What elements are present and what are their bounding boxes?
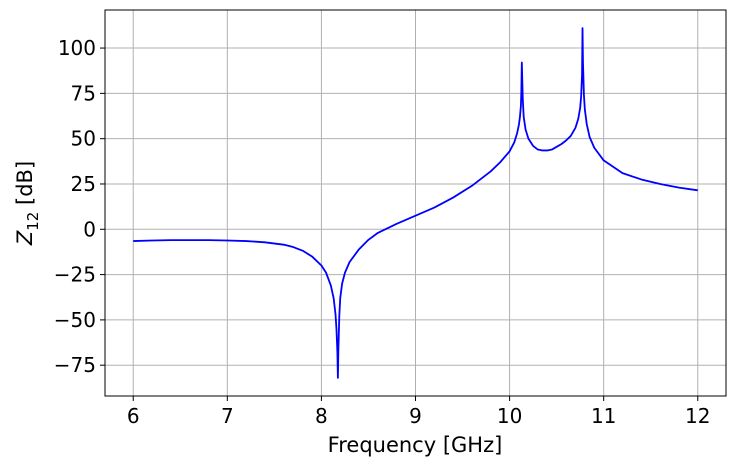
x-axis-label: Frequency [GHz] [328,433,503,457]
y-tick-label: 100 [58,36,96,60]
x-tick-label: 12 [685,404,710,428]
y-tick-label: −50 [54,308,96,332]
y-axis-label: Z12 [dB] [13,161,42,246]
y-tick-label: 0 [83,217,96,241]
y-tick-label: −75 [54,353,96,377]
y-axis-label-unit: [dB] [13,161,37,212]
y-tick-label: 25 [71,172,96,196]
y-tick-label: 50 [71,127,96,151]
x-tick-label: 9 [409,404,422,428]
x-tick-label: 6 [127,404,140,428]
x-tick-label: 11 [591,404,616,428]
grid [105,10,726,396]
y-ticks: 100 75 50 25 0 −25 −50 −75 [54,36,105,377]
y-axis-label-subscript: 12 [24,212,42,231]
y-tick-label: 75 [71,81,96,105]
x-tick-label: 10 [497,404,522,428]
y-axis-label-main: Z [13,230,37,246]
y-tick-label: −25 [54,263,96,287]
x-tick-label: 8 [315,404,328,428]
series-line [133,27,698,379]
series-layer [133,27,698,379]
x-ticks: 6 7 8 9 10 11 12 [127,396,710,428]
x-tick-label: 7 [221,404,234,428]
